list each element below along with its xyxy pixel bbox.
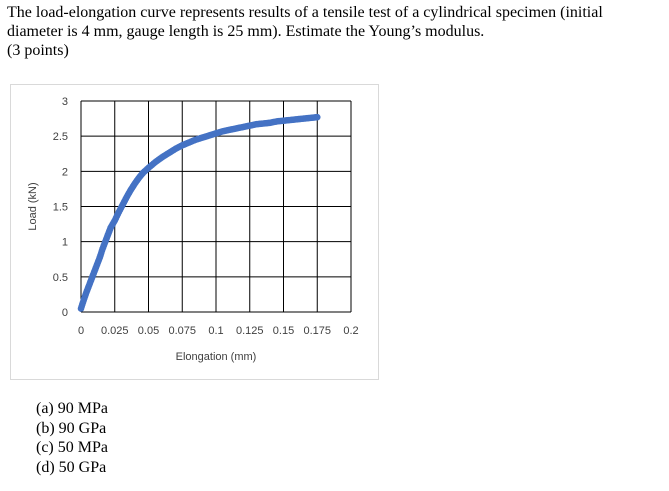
answer-options: (a) 90 MPa (b) 90 GPa (c) 50 MPa (d) 50 …: [36, 399, 108, 477]
x-tick-label: 0.175: [303, 325, 331, 337]
data-points: [77, 113, 321, 312]
question-line-2: diameter is 4 mm, gauge length is 25 mm)…: [7, 23, 485, 40]
tick-labels: 0 0.025 0.05 0.075 0.1 0.125 0.15 0.175 0.2 0 0.5 1…: [53, 96, 359, 337]
question-text: The load-elongation curve represents res…: [7, 3, 669, 60]
x-tick-label: 0.05: [138, 325, 159, 337]
load-elongation-chart: 0 0.025 0.05 0.075 0.1 0.125 0.15 0.175 0.2 0 0.5 1…: [10, 84, 379, 380]
x-tick-label: 0.075: [168, 325, 196, 337]
question-line-1: The load-elongation curve represents res…: [7, 4, 603, 21]
option-d[interactable]: (d) 50 GPa: [36, 458, 107, 476]
y-axis-label: Load (kN): [27, 182, 39, 230]
chart-svg: 0 0.025 0.05 0.075 0.1 0.125 0.15 0.175 0.2 0 0.5 1…: [27, 96, 359, 363]
y-tick-label: 2.5: [53, 131, 68, 143]
y-tick-label: 2: [62, 166, 68, 178]
x-axis-label: Elongation (mm): [176, 351, 257, 363]
grid-lines: [80, 100, 352, 313]
y-tick-label: 1.5: [53, 202, 68, 214]
y-tick-label: 1: [62, 237, 68, 249]
y-tick-label: 3: [62, 96, 68, 108]
option-b[interactable]: (b) 90 GPa: [36, 419, 107, 437]
x-tick-label: 0.025: [101, 325, 129, 337]
question-points: (3 points): [7, 42, 69, 59]
x-tick-label: 0.125: [236, 325, 264, 337]
x-tick-label: 0.15: [273, 325, 294, 337]
y-tick-label: 0.5: [53, 272, 68, 284]
option-a[interactable]: (a) 90 MPa: [36, 400, 108, 417]
y-tick-label: 0: [62, 307, 68, 319]
data-point: [313, 113, 321, 121]
option-c[interactable]: (c) 50 MPa: [36, 439, 108, 456]
x-tick-label: 0.2: [343, 325, 358, 337]
x-tick-label: 0.1: [208, 325, 223, 337]
x-tick-label: 0: [78, 325, 84, 337]
